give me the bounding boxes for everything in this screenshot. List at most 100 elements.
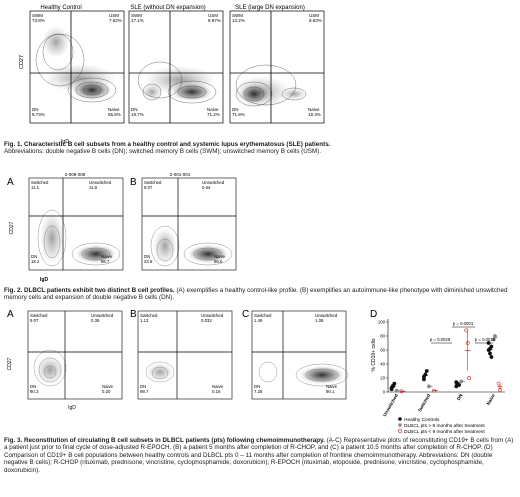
- quadrant-label-unswitched: Unswitched: [91, 313, 114, 318]
- chart-axes: [387, 319, 505, 393]
- x-category-label: Naive: [486, 393, 497, 406]
- quadrant-value-naive: 0.20: [102, 389, 111, 394]
- quadrant-label-naive: Naive: [308, 107, 320, 112]
- fig1-panel-sle-large-dn: SLE (large DN expansion) SWM 13.2% USM 8…: [229, 5, 325, 124]
- density-core: [42, 26, 70, 58]
- sample-id: 2-001-001: [170, 172, 191, 177]
- legend-label: DLBCL pts > 9 months after treatment: [404, 423, 485, 429]
- quadrant-label-naive: Naive: [212, 384, 224, 389]
- legend-swatch-healthy: [398, 417, 402, 421]
- fig1-panel-healthy: Healthy Control SWM 73.8% USM 7.62% DN 8…: [29, 5, 125, 124]
- fig2-xlabel: IgD: [40, 277, 48, 283]
- quadrant-value-unswitched: 0.032: [201, 318, 212, 323]
- quadrant-value-swm: 13.2%: [232, 18, 245, 23]
- quadrant-label-dn: DN: [31, 254, 37, 259]
- data-point: [422, 374, 426, 379]
- fig1-xlabel: IgD: [61, 139, 70, 145]
- y-tick-label: 80: [380, 334, 385, 339]
- quadrant-value-dn: 18.2: [31, 259, 40, 264]
- fig1-panel-title: SLE (without DN expansion): [130, 5, 205, 11]
- fig1-caption: Fig. 1. Characteristic B cell subsets fr…: [4, 141, 516, 156]
- contour-lines: [258, 361, 349, 387]
- quadrant-label-naive: Naive: [207, 107, 219, 112]
- fig2: CD27 IgD A 2-008-008 Switched 11.1 Unswi…: [7, 172, 237, 283]
- quadrant-label-naive: Naive: [102, 384, 114, 389]
- contour-lines: [235, 64, 307, 107]
- quadrant-value-dn: 18.7%: [131, 112, 144, 117]
- y-tick-label: 20: [380, 376, 385, 381]
- fig3-panel-a: A Switched 9.07 Unswitched 0.39 DN 90.3 …: [7, 309, 123, 400]
- quadrant-label-swm: SWM: [32, 13, 43, 18]
- fig2-ylabel: CD27: [9, 221, 15, 234]
- fig3-caption-title: Fig. 3. Reconstitution of circulating B …: [4, 437, 325, 444]
- fig1-caption-text: Abbreviations: double negative B cells (…: [4, 148, 322, 156]
- data-point: [391, 384, 395, 389]
- p-value: p = 0.0019: [475, 337, 496, 342]
- quadrant-label-dn: DN: [144, 254, 150, 259]
- quadrant-value-unswitched: 11.9: [89, 185, 98, 190]
- quadrant-label-dn: DN: [32, 107, 39, 112]
- quadrant-value-dn: 71.8%: [232, 112, 245, 117]
- data-point: [465, 341, 470, 345]
- quadrant-value-naive: 71.2%: [207, 112, 220, 117]
- quadrant-value-naive: 66.7: [101, 259, 110, 264]
- fig2-caption-title: Fig. 2. DLBCL patients exhibit two disti…: [4, 287, 175, 294]
- quadrant-value-naive: 90.1: [326, 389, 335, 394]
- data-point: [467, 376, 471, 380]
- contour-lines: [145, 361, 175, 383]
- quadrant-value-unswitched: 1.08: [315, 318, 324, 323]
- data-point: [493, 334, 497, 338]
- data-point: [489, 355, 494, 359]
- data-point: [488, 351, 492, 356]
- data-point: [424, 369, 429, 373]
- density-cloud: [153, 228, 177, 264]
- y-tick-label: 100: [378, 320, 386, 325]
- panel-letter: B: [130, 309, 137, 320]
- panel-letter: A: [7, 309, 14, 320]
- quadrant-label-usm: USM: [309, 13, 319, 18]
- quadrant-value-dn: 7.28: [254, 389, 263, 394]
- fig1-panel-title: Healthy Control: [40, 5, 81, 11]
- quadrant-label-usm: USM: [208, 13, 218, 18]
- legend-label: DLBCL pts < 9 months after treatment: [404, 429, 485, 435]
- sample-id: 2-008-008: [65, 172, 86, 177]
- data-point: [399, 389, 404, 394]
- chart-categories: Unswitched Switched DN Naive: [382, 393, 496, 418]
- panel-letter: C: [242, 309, 249, 320]
- quadrant-value-naive: 66.5: [214, 259, 223, 264]
- data-point: [491, 337, 496, 342]
- x-category-label: Switched: [417, 393, 431, 413]
- quadrant-label-switched: Switched: [140, 313, 158, 318]
- data-point: [498, 387, 502, 392]
- quadrant-value-dn: 98.7: [140, 389, 149, 394]
- quadrant-value-usm: 7.62%: [109, 18, 122, 23]
- density-core: [188, 245, 228, 263]
- quadrant-label-usm: USM: [109, 13, 119, 18]
- fig1-panel-sle-without-dn: SLE (without DN expansion) SWM 17.1% USM…: [128, 5, 224, 124]
- data-point: [459, 379, 464, 384]
- fig2-panel-a: A 2-008-008 Switched 11.1 Unswitched 11.…: [7, 172, 124, 271]
- chart-ylabel: % CD19+ cells: [371, 338, 377, 371]
- y-tick-label: 40: [380, 362, 385, 367]
- quadrant-value-unswitched: 0.64: [202, 185, 211, 190]
- legend-swatch-lt9: [397, 428, 403, 434]
- contour-lines: [137, 61, 217, 104]
- quadrant-value-dn: 90.3: [30, 389, 39, 394]
- fig3: CD27 IgD A Switched 9.07 Unswitched 0.39…: [7, 309, 505, 435]
- quadrant-value-dn: 23.8: [144, 259, 153, 264]
- quadrant-value-naive: 18.3%: [308, 112, 321, 117]
- quadrant-value-swm: 17.1%: [131, 18, 144, 23]
- density-core: [142, 84, 162, 100]
- density-core: [36, 356, 64, 384]
- contour-lines: [35, 33, 117, 103]
- panel-letter: A: [7, 177, 14, 188]
- fig3-panel-d: D % CD19+ cells 0 20 40 60 80 100 Unswitched S…: [370, 309, 505, 435]
- fig3-xlabel: IgD: [68, 405, 76, 411]
- fig2-caption: Fig. 2. DLBCL patients exhibit two disti…: [4, 287, 516, 302]
- contour-lines: [37, 209, 121, 267]
- quadrant-label-dn: DN: [30, 384, 36, 389]
- quadrant-value-usm: 8.97%: [208, 18, 221, 23]
- density-core: [76, 245, 116, 263]
- panel-letter: B: [130, 177, 137, 188]
- density-core: [172, 83, 212, 101]
